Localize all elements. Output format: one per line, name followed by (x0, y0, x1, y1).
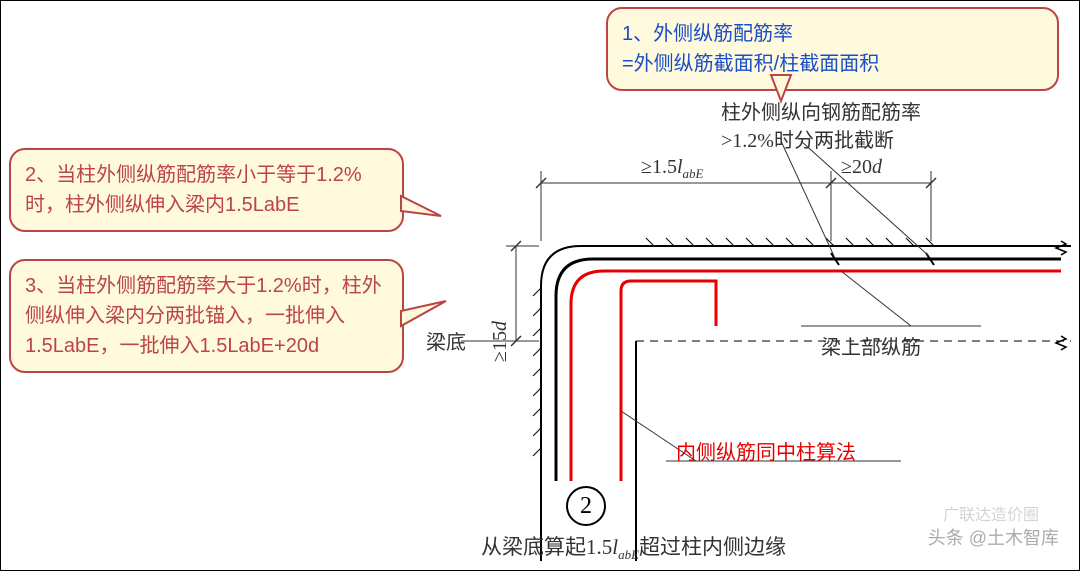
watermark-2: 头条 @土木智库 (928, 524, 1059, 550)
leader-beam-rebar (841, 271, 911, 326)
watermark-1: 广联达造价圈 (943, 501, 1039, 525)
leader-cut1 (781, 141, 834, 256)
callout-1-line1: 1、外侧纵筋配筋率 (622, 23, 793, 45)
figure-number: 2 (566, 486, 606, 526)
rebar-diagram: ≥1.5labE ≥20d ≥15d 梁底 梁上部纵筋 内侧纵筋同中柱算法 2 … (421, 141, 1071, 561)
dim-15lab-text: ≥1.5labE (641, 156, 704, 182)
figure-caption: 从梁底算起1.5labE超过柱内侧边缘 (481, 531, 786, 563)
beam-bottom-label: 梁底 (426, 326, 466, 355)
dim-15d-text: ≥15d (489, 321, 512, 362)
break-mark-bottom (1056, 336, 1066, 350)
label-top-right-line1: 柱外侧纵向钢筋配筋率 (721, 102, 921, 124)
callout-3-text: 3、当柱外侧筋配筋率大于1.2%时，柱外侧纵伸入梁内分两批锚入，一批伸入1.5L… (25, 275, 382, 357)
callout-1-line2: =外侧纵筋截面积/柱截面面积 (622, 53, 879, 75)
callout-2: 2、当柱外侧纵筋配筋率小于等于1.2%时，柱外侧纵伸入梁内1.5LabE (9, 148, 404, 232)
callout-1: 1、外侧纵筋配筋率 =外侧纵筋截面积/柱截面面积 (606, 7, 1059, 91)
break-mark-top (1056, 241, 1066, 255)
beam-top-rebar-label: 梁上部纵筋 (821, 331, 921, 360)
diagram-svg (421, 141, 1071, 561)
callout-2-text: 2、当柱外侧纵筋配筋率小于等于1.2%时，柱外侧纵伸入梁内1.5LabE (25, 164, 362, 216)
corner-outline (541, 246, 636, 286)
inner-rebar-label: 内侧纵筋同中柱算法 (676, 436, 856, 465)
callout-3: 3、当柱外侧筋配筋率大于1.2%时，柱外侧纵伸入梁内分两批锚入，一批伸入1.5L… (9, 259, 404, 373)
dim-20d-text: ≥20d (841, 156, 882, 179)
